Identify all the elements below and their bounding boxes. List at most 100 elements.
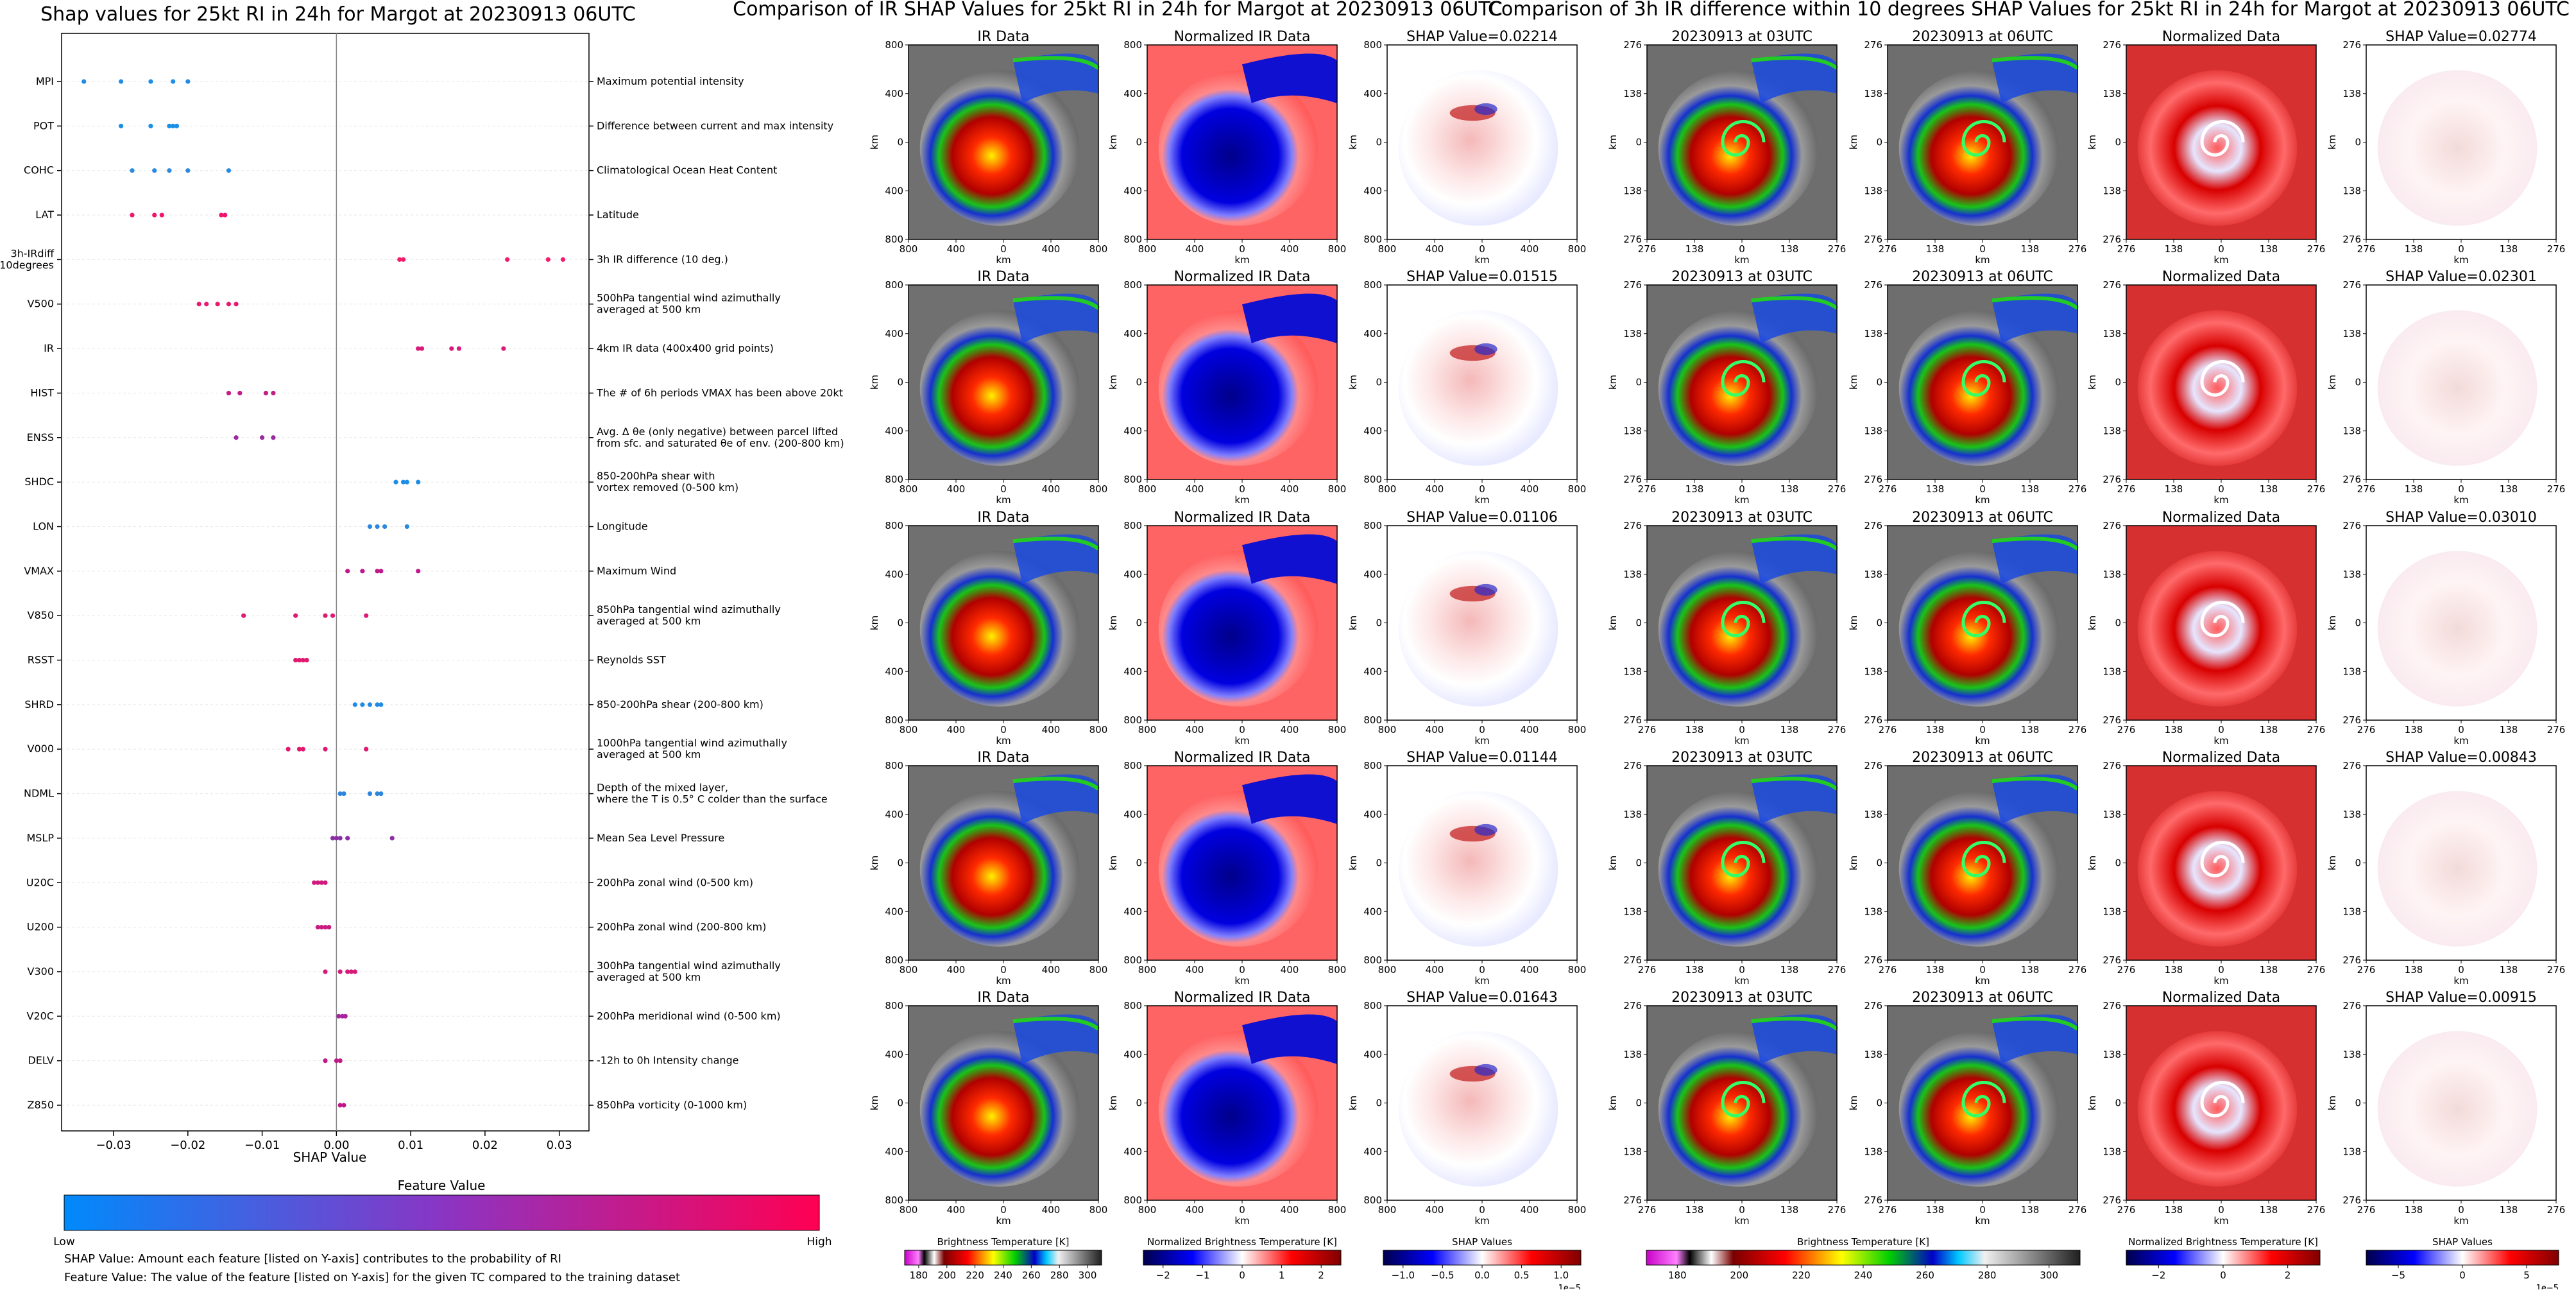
y-tick-label: 400	[885, 1049, 903, 1060]
y-tick-label: 400	[1363, 88, 1382, 99]
colorbar-tick-label: 0.0	[1474, 1270, 1490, 1281]
x-tick-label: 138	[1780, 1204, 1799, 1216]
feature-name: MPI	[36, 75, 54, 87]
panel-title: Normalized Data	[2162, 990, 2280, 1006]
x-tick-label: 400	[947, 1204, 966, 1216]
feature-name: HIST	[30, 386, 54, 399]
y-tick-label: 138	[2342, 328, 2361, 340]
ir-shap-panel: SHAP Value=0.022148008004004000040040080…	[1347, 29, 1586, 266]
normalized-data-panel: Normalized Data2762761381380013813827627…	[2086, 990, 2325, 1227]
normalized-ir-panel: Normalized IR Data8008004004000040040080…	[1107, 29, 1346, 266]
x-tick-label: 0	[2218, 964, 2224, 976]
y-tick-label: 138	[1864, 328, 1882, 340]
left-chart-title: Shap values for 25kt RI in 24h for Margo…	[40, 3, 636, 26]
y-tick-label: 800	[1123, 760, 1142, 771]
eye-spiral	[2200, 360, 2245, 397]
y-axis-label: km	[2326, 1096, 2338, 1110]
x-tick-label: 138	[1685, 1204, 1704, 1216]
colorbar-exponent: 1e−5	[1558, 1284, 1581, 1289]
x-tick-label: 0	[1000, 964, 1007, 976]
note-feature-value: Feature Value: The value of the feature …	[64, 1271, 680, 1284]
y-tick-label: 0	[897, 1098, 903, 1109]
x-tick-label: 0	[2458, 724, 2464, 736]
feature-description: Longitude	[597, 520, 648, 532]
colorbar-ramp	[1646, 1250, 2081, 1266]
storm-field	[2377, 1031, 2538, 1187]
bottom-colorbars: Brightness Temperature [K]180 200 220 240 26…	[904, 1236, 2559, 1292]
y-tick-label: 138	[1623, 906, 1642, 917]
cloud-band-edge	[1751, 537, 1838, 551]
storm-field	[1398, 310, 1558, 466]
shap-point	[196, 302, 201, 307]
colorbar-exponent: 1e−5	[2536, 1284, 2559, 1289]
x-tick-label: 276	[1879, 483, 1897, 495]
colorbar-tick-label: 2	[2285, 1270, 2291, 1281]
panel-title: SHAP Value=0.00843	[2385, 750, 2537, 766]
y-axis-label: km	[1607, 135, 1619, 150]
x-tick-label: 138	[2500, 964, 2518, 976]
colorbar-tick-label: 2	[1318, 1270, 1324, 1281]
cloud-band	[1992, 534, 2077, 584]
cloud-band-edge	[1751, 296, 1838, 310]
x-tick-label: 800	[900, 964, 918, 976]
brightness-temperature-colorbar-right: Brightness Temperature [K] 180 200 220 240 26…	[1646, 1236, 2081, 1281]
y-tick-label: 0	[1376, 377, 1382, 388]
shap-summary-plot: −0.03 −0.02 −0.01 0.00 0.01 0.02 0.03 MPI Maximu…	[0, 33, 844, 1152]
y-axis-label: km	[869, 135, 880, 150]
shap-point	[416, 479, 421, 485]
y-tick-label: 276	[1623, 39, 1642, 51]
storm-field	[1658, 551, 1818, 707]
storm-field	[2377, 791, 2538, 947]
x-tick-label: 800	[1328, 483, 1347, 495]
x-axis-label: km	[1234, 735, 1249, 746]
y-axis-label: km	[2086, 375, 2098, 390]
shap-point	[234, 302, 239, 307]
y-axis-label: km	[2326, 135, 2338, 150]
x-tick-label: 800	[900, 1204, 918, 1216]
y-axis-label: km	[2086, 1096, 2098, 1110]
y-axis-label: km	[869, 1096, 880, 1110]
cloud-band	[1242, 1014, 1337, 1064]
x-tick-label: 800	[1138, 1204, 1157, 1216]
x-axis-label: km	[2453, 735, 2468, 746]
x-axis-label: km	[1734, 735, 1749, 746]
irdiff-03utc-panel: 20230913 at 03UTC27627613813800138138276…	[1607, 990, 1846, 1227]
y-tick-label: 400	[1363, 809, 1382, 820]
shap-point	[293, 657, 298, 663]
y-tick-label: 276	[1864, 954, 1882, 966]
shap-coldspot	[1474, 1064, 1497, 1076]
y-tick-label: 276	[1623, 1194, 1642, 1206]
x-tick-label: 276	[2117, 724, 2136, 736]
shap-point	[382, 524, 388, 530]
x-tick-label: 400	[1042, 964, 1061, 976]
shap-point	[375, 791, 380, 797]
x-tick-label: 400	[1281, 724, 1299, 736]
x-tick-label: 276	[1638, 964, 1657, 976]
x-tick-label: 800	[1089, 483, 1108, 495]
x-tick-label: 0	[1239, 724, 1245, 736]
shap-point	[400, 479, 406, 485]
normalized-ir-panel: Normalized IR Data8008004004000040040080…	[1107, 750, 1346, 986]
y-tick-label: 276	[2342, 39, 2361, 51]
ir-shap-panel: SHAP Value=0.011448008004004000040040080…	[1347, 750, 1586, 986]
x-tick-label: 800	[1089, 1204, 1108, 1216]
y-tick-label: 276	[2342, 1194, 2361, 1206]
y-tick-label: 400	[885, 425, 903, 436]
y-tick-label: 138	[2342, 569, 2361, 580]
storm-field	[1658, 70, 1818, 226]
x-tick-label: 276	[2117, 243, 2136, 255]
x-tick-label: 276	[2357, 1204, 2376, 1216]
x-tick-label: 0	[1000, 243, 1007, 255]
x-tick-label: 138	[2405, 243, 2423, 255]
x-tick-label: 276	[2117, 964, 2136, 976]
y-tick-label: 138	[2103, 666, 2121, 677]
y-axis-label: km	[1107, 856, 1119, 870]
x-tick-label: 276	[1828, 243, 1847, 255]
y-tick-label: 276	[1623, 279, 1642, 291]
shap-point	[323, 1058, 328, 1064]
shap-point	[300, 657, 305, 663]
irdiff-03utc-panel: 20230913 at 03UTC27627613813800138138276…	[1607, 510, 1846, 746]
x-axis-label: km	[2213, 1215, 2228, 1227]
x-tick-label: 138	[2165, 964, 2183, 976]
